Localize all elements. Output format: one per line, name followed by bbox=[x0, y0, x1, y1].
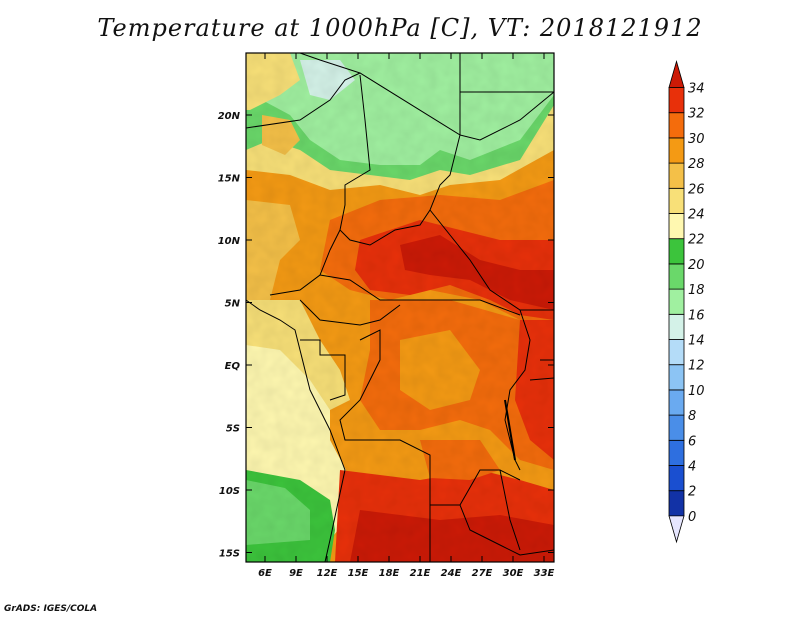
colorbar-segment bbox=[668, 364, 685, 391]
colorbar-segment bbox=[668, 465, 685, 492]
colorbar-segment bbox=[668, 263, 685, 290]
colorbar-segment bbox=[668, 389, 685, 416]
colorbar-segment bbox=[668, 162, 685, 189]
lon-tick-label: 33E bbox=[534, 568, 555, 579]
lat-tick-label: 10N bbox=[218, 236, 241, 247]
lat-tick-label: EQ bbox=[225, 361, 241, 372]
colorbar-label: 32 bbox=[688, 107, 705, 122]
lon-tick-label: 18E bbox=[379, 568, 400, 579]
lon-tick-label: 27E bbox=[472, 568, 493, 579]
colorbar-segment bbox=[668, 288, 685, 315]
lon-tick-label: 12E bbox=[317, 568, 338, 579]
lat-tick-label: 10S bbox=[219, 486, 240, 497]
lon-tick-label: 21E bbox=[410, 568, 431, 579]
colorbar-label: 6 bbox=[688, 434, 696, 449]
temperature-field bbox=[246, 53, 554, 562]
colorbar-label: 20 bbox=[688, 258, 705, 273]
colorbar-label: 18 bbox=[688, 283, 705, 298]
colorbar-label: 4 bbox=[688, 460, 696, 475]
colorbar-segment-above bbox=[668, 60, 685, 88]
credit-label: GrADS: IGES/COLA bbox=[4, 604, 98, 614]
colorbar-segment-below bbox=[668, 515, 685, 544]
lon-tick-label: 24E bbox=[441, 568, 462, 579]
colorbar-segment bbox=[668, 490, 685, 517]
lat-tick-label: 15N bbox=[218, 174, 241, 185]
colorbar-label: 34 bbox=[688, 82, 705, 97]
colorbar-label: 8 bbox=[688, 409, 696, 424]
country-borders bbox=[246, 53, 554, 562]
colorbar-label: 16 bbox=[688, 308, 705, 323]
lat-tick-label: 5N bbox=[225, 299, 241, 310]
lon-tick-label: 15E bbox=[348, 568, 369, 579]
colorbar-segment bbox=[668, 414, 685, 441]
colorbar-label: 30 bbox=[688, 132, 705, 147]
colorbar-segment bbox=[668, 112, 685, 139]
colorbar-label: 22 bbox=[688, 233, 705, 248]
colorbar-label: 2 bbox=[688, 485, 696, 500]
lat-tick-label: 20N bbox=[218, 111, 241, 122]
colorbar-segment bbox=[668, 137, 685, 164]
lon-tick-label: 9E bbox=[289, 568, 303, 579]
map-frame bbox=[245, 52, 555, 563]
colorbar-label: 0 bbox=[688, 510, 696, 525]
colorbar-label: 14 bbox=[688, 334, 705, 349]
colorbar-segment bbox=[668, 187, 685, 214]
colorbar-segment bbox=[668, 339, 685, 366]
colorbar-label: 12 bbox=[688, 359, 705, 374]
lon-tick-label: 6E bbox=[258, 568, 272, 579]
latitude-axis: 20N 15N 10N 5N EQ 5S 10S 15S bbox=[218, 111, 554, 560]
colorbar-label: 10 bbox=[688, 384, 705, 399]
lat-tick-label: 15S bbox=[219, 549, 240, 560]
colorbar-segment bbox=[668, 313, 685, 340]
colorbar-label: 28 bbox=[688, 157, 705, 172]
colorbar-segment bbox=[668, 238, 685, 265]
lat-tick-label: 5S bbox=[226, 424, 240, 435]
map-title: Temperature at 1000hPa [C], VT: 20181219… bbox=[97, 14, 703, 42]
colorbar-segment bbox=[668, 87, 685, 114]
colorbar-segment bbox=[668, 439, 685, 466]
colorbar-label: 24 bbox=[688, 208, 705, 223]
lon-tick-label: 30E bbox=[503, 568, 524, 579]
longitude-axis: 6E 9E 12E 15E 18E 21E 24E 27E 30E 33E bbox=[258, 53, 555, 579]
colorbar-segment bbox=[668, 213, 685, 240]
colorbar-label: 26 bbox=[688, 182, 705, 197]
